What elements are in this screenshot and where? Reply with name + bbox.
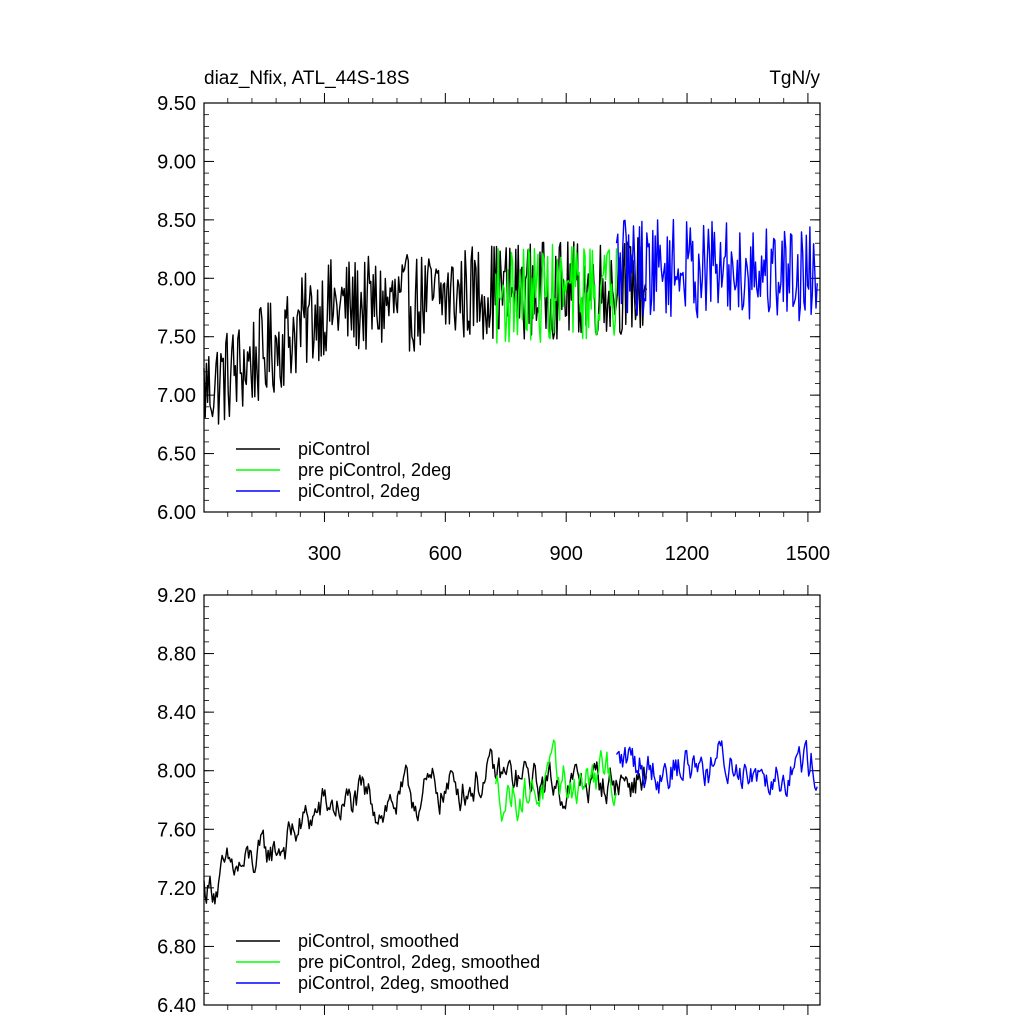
y-tick-label: 9.00	[157, 151, 196, 173]
y-tick-label: 8.40	[157, 702, 196, 724]
y-tick-label: 6.40	[157, 995, 196, 1017]
x-tick-label: 600	[429, 543, 462, 565]
y-tick-label: 8.50	[157, 210, 196, 232]
y-tick-label: 7.20	[157, 878, 196, 900]
y-tick-label: 7.00	[157, 385, 196, 407]
y-tick-label: 6.50	[157, 444, 196, 466]
legend-label: pre piControl, 2deg	[298, 460, 451, 480]
y-tick-label: 6.00	[157, 502, 196, 524]
y-tick-label: 9.20	[157, 585, 196, 607]
legend-label: piControl, smoothed	[298, 931, 459, 951]
legend-label: piControl	[298, 439, 370, 459]
x-tick-label: 1500	[786, 543, 831, 565]
series-line-1	[495, 243, 618, 344]
chart-title: diaz_Nfix, ATL_44S-18S	[204, 68, 410, 89]
y-tick-label: 8.00	[157, 268, 196, 290]
series-group	[203, 739, 818, 905]
panel-top: diaz_Nfix, ATL_44S-18S TgN/y 6.00 6.50 7.0…	[157, 68, 830, 565]
x-tick-label: 1200	[665, 543, 710, 565]
y-tick-label: 7.60	[157, 819, 196, 841]
y-tick-label: 8.80	[157, 644, 196, 666]
x-tick-label: 900	[549, 543, 582, 565]
legend-label: piControl, 2deg	[298, 481, 420, 501]
series-line-0	[203, 237, 648, 425]
series-line-1	[495, 739, 618, 822]
y-tick-label: 7.50	[157, 327, 196, 349]
series-line-2	[615, 218, 818, 322]
series-line-2	[615, 739, 818, 797]
y-tick-label: 9.50	[157, 93, 196, 115]
axis-ticks: 6.00 6.50 7.00 7.50 8.00 8.50 9.00 9.50 300 600 90…	[157, 93, 830, 565]
axis-ticks: 6.40 6.80 7.20 7.60 8.00 8.40 8.80 9.20	[157, 585, 820, 1017]
plot-frame	[203, 102, 821, 513]
legend-label: pre piControl, 2deg, smoothed	[298, 952, 540, 972]
chart-units: TgN/y	[769, 68, 820, 89]
y-tick-label: 8.00	[157, 761, 196, 783]
series-group	[203, 218, 818, 425]
y-tick-label: 6.80	[157, 936, 196, 958]
panel-bottom: 6.40 6.80 7.20 7.60 8.00 8.40 8.80 9.20 piContr…	[157, 585, 821, 1017]
x-tick-label: 300	[308, 543, 341, 565]
series-line-0	[203, 748, 648, 905]
plot-frame	[203, 594, 821, 1006]
legend-label: piControl, 2deg, smoothed	[298, 973, 509, 993]
